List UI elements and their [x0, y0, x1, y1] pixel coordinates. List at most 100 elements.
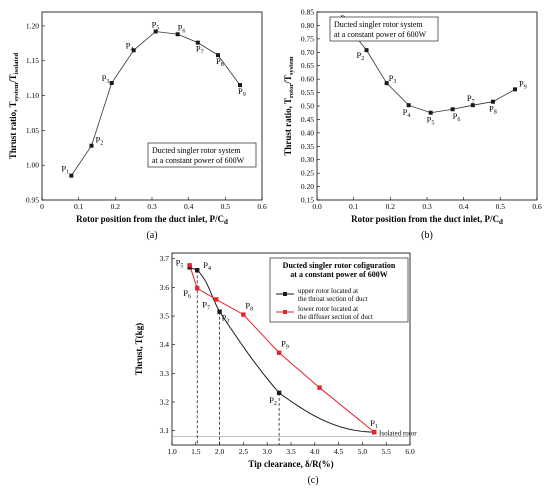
point-label: P4 [126, 40, 134, 52]
x-tick-label: 6.0 [405, 447, 415, 456]
data-point [238, 83, 242, 88]
point-label: P9 [238, 86, 246, 98]
x-tick-label: 1.0 [167, 447, 177, 456]
x-tick-label: 0.1 [349, 202, 359, 211]
x-tick-label: 3.0 [263, 447, 273, 456]
data-point-lower [214, 297, 219, 302]
point-label: P7 [467, 93, 475, 105]
x-tick-label: 0 [40, 202, 44, 211]
point-label-lower: P7 [202, 299, 210, 311]
annotation-text: at a constant power of 600W [334, 30, 427, 39]
y-tick-label: 0.85 [301, 8, 314, 17]
point-label-upper: P1 [370, 418, 378, 430]
y-tick-label: 0.80 [301, 21, 314, 30]
legend-entry: upper rotor located at [298, 287, 358, 295]
x-tick-label: 2.5 [239, 447, 249, 456]
data-point [513, 87, 517, 92]
y-tick-label: 1.05 [26, 126, 39, 135]
x-tick-label: 0.5 [496, 202, 506, 211]
x-tick-label: 5.5 [382, 447, 392, 456]
point-label-upper: P2 [269, 395, 277, 407]
point-label: P3 [389, 73, 397, 85]
y-tick-label: 3.5 [160, 312, 170, 321]
data-point-lower [187, 263, 192, 268]
data-point [69, 173, 74, 178]
point-label-lower: P9 [281, 339, 289, 351]
point-label: P4 [403, 107, 411, 119]
data-point [109, 81, 114, 86]
data-point-lower [276, 350, 282, 355]
x-tick-label: 1.5 [191, 447, 201, 456]
y-tick-label: 0.15 [301, 196, 314, 205]
x-axis-label: Rotor position from the duct inlet, P/Cd [351, 214, 503, 226]
annotation-text: Ducted singler rotor system [334, 20, 423, 29]
y-axis-label: Thrust ratio, Tsystem/Tisolated [8, 53, 20, 160]
y-tick-label: 3.1 [160, 426, 170, 435]
point-label-upper: P3 [222, 313, 230, 325]
point-label-upper: P4 [203, 260, 211, 272]
y-tick-label: 1.20 [26, 21, 39, 30]
y-tick-label: 0.25 [301, 169, 314, 178]
data-point [384, 81, 389, 86]
point-label-lower: P8 [245, 301, 253, 313]
point-label: P7 [196, 44, 204, 56]
data-point-lower [317, 385, 322, 390]
data-point [364, 48, 369, 53]
series-line-upper [189, 266, 375, 433]
y-tick-label: 0.20 [301, 182, 314, 191]
data-point [175, 32, 180, 37]
data-point [131, 48, 136, 53]
point-label: P9 [519, 78, 527, 90]
data-point [450, 107, 455, 112]
y-tick-label: 3.7 [160, 254, 170, 263]
data-point-lower [372, 429, 377, 435]
point-label: P3 [102, 73, 110, 85]
x-tick-label: 0.6 [532, 202, 542, 211]
data-point [470, 103, 475, 108]
legend-entry: the throat section of duct [298, 295, 368, 303]
legend-entry: the diffuser section of duct [298, 313, 373, 321]
chart-a: 0 0.1 0.2 0.3 0.4 0.5 0.6 0.95 1.00 1.05 1.10 1.15 1… [8, 11, 267, 241]
annotation-text: Ducted singler rotor system [152, 146, 241, 155]
x-tick-label: 4.0 [310, 447, 320, 456]
x-tick-label: 0.2 [111, 202, 121, 211]
x-tick-label: 0.3 [147, 202, 157, 211]
x-axis-label: Rotor position from the duct inlet, P/Cd [76, 214, 228, 226]
legend-box [269, 257, 409, 323]
y-tick-label: 1.15 [26, 56, 39, 65]
data-point [406, 103, 411, 108]
legend-entry: lower rotor located at [298, 305, 358, 313]
data-point-upper [276, 390, 282, 396]
data-point [153, 29, 158, 34]
point-label-lower: P6 [183, 288, 191, 300]
y-tick-label: 1.00 [26, 161, 39, 170]
legend-swatch-marker [283, 310, 287, 314]
x-tick-label: 0.3 [422, 202, 432, 211]
chart-c: 1.0 1.5 2.0 2.5 3.0 3.5 4.0 4.5 5.0 5.5 6.0 3.1 3.2 3… [134, 252, 417, 486]
point-label: P5 [427, 115, 435, 127]
x-tick-label: 0.5 [221, 202, 231, 211]
y-tick-label: 0.65 [301, 61, 314, 70]
y-tick-label: 0.40 [301, 128, 314, 137]
y-tick-label: 0.70 [301, 48, 314, 57]
legend-swatch-marker [283, 292, 287, 296]
point-label: P2 [96, 135, 104, 147]
y-tick-label: 1.10 [26, 91, 39, 100]
x-tick-label: 4.5 [334, 447, 344, 456]
caption: (b) [421, 230, 433, 241]
legend-title: at a constant power of 600W [290, 270, 387, 279]
x-tick-label: 0.4 [184, 202, 194, 211]
plot-frame [41, 11, 263, 201]
y-tick-label: 0.75 [301, 34, 314, 43]
y-tick-label: 3.4 [160, 340, 170, 349]
data-point-upper [195, 267, 200, 273]
point-label: P5 [152, 19, 160, 31]
x-tick-label: 0.1 [74, 202, 84, 211]
y-tick-label: 3.3 [160, 369, 170, 378]
data-point [428, 110, 433, 115]
chart-b: 0.0 0.1 0.2 0.3 0.4 0.5 0.6 0.15 0.20 0.25 0.30 0.3… [283, 8, 542, 242]
annotation-box [147, 142, 257, 168]
y-tick-label: 0.45 [301, 115, 314, 124]
x-tick-label: 0.2 [386, 202, 396, 211]
